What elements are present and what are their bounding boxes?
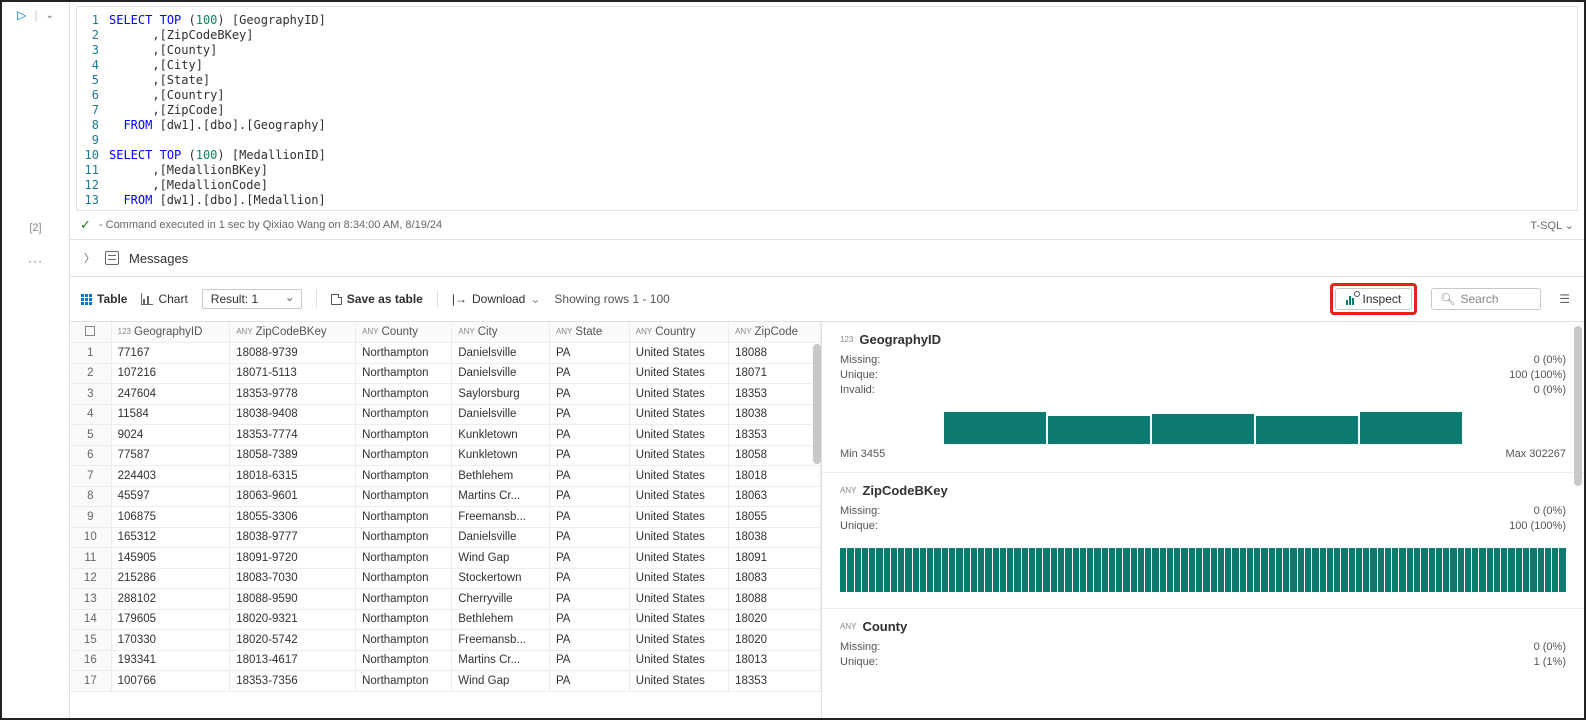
table-row[interactable]: 1016531218038-9777NorthamptonDanielsvill… bbox=[70, 527, 821, 548]
stat-row: Unique:100 (100%) bbox=[840, 519, 1566, 534]
column-header[interactable]: ANYZipCodeBKey bbox=[230, 322, 356, 343]
messages-header[interactable]: 〉 Messages bbox=[70, 239, 1584, 276]
histogram-zipcodebkey bbox=[840, 544, 1566, 592]
success-icon: ✓ bbox=[80, 217, 91, 233]
table-row[interactable]: 1619334118013-4617NorthamptonMartins Cr.… bbox=[70, 650, 821, 671]
table-row[interactable]: 84559718063-9601NorthamptonMartins Cr...… bbox=[70, 486, 821, 507]
gutter-divider: | bbox=[34, 8, 37, 22]
stat-row: Unique:100 (100%) bbox=[840, 368, 1566, 383]
toolbar-divider bbox=[316, 290, 317, 308]
table-row[interactable]: 1710076618353-7356NorthamptonWind GapPAU… bbox=[70, 671, 821, 692]
run-icon[interactable]: ▷ bbox=[17, 8, 26, 22]
filter-icon[interactable]: ☰ bbox=[1555, 288, 1574, 310]
table-row[interactable]: 1328810218088-9590NorthamptonCherryville… bbox=[70, 589, 821, 610]
inspect-card-geographyid: 123GeographyID Missing:0 (0%)Unique:100 … bbox=[822, 322, 1584, 473]
table-row[interactable]: 324760418353-9778NorthamptonSaylorsburgP… bbox=[70, 384, 821, 405]
results-toolbar: Table Chart Result: 1 Save as table |→ D… bbox=[70, 276, 1584, 322]
inspect-pane: 123GeographyID Missing:0 (0%)Unique:100 … bbox=[822, 322, 1584, 718]
table-row[interactable]: 1417960518020-9321NorthamptonBethlehemPA… bbox=[70, 609, 821, 630]
inspect-card-zipcodebkey: ANYZipCodeBKey Missing:0 (0%)Unique:100 … bbox=[822, 473, 1584, 609]
table-row[interactable]: 1517033018020-5742NorthamptonFreemansb..… bbox=[70, 630, 821, 651]
table-row[interactable]: 910687518055-3306NorthamptonFreemansb...… bbox=[70, 507, 821, 528]
code-editor[interactable]: 12345678910111213 SELECT TOP (100) [Geog… bbox=[76, 6, 1578, 211]
status-text: - Command executed in 1 sec by Qixiao Wa… bbox=[99, 219, 442, 231]
column-header[interactable]: ANYCity bbox=[452, 322, 550, 343]
stat-row: Unique:1 (1%) bbox=[840, 655, 1566, 670]
table-row[interactable]: 41158418038-9408NorthamptonDanielsvilleP… bbox=[70, 404, 821, 425]
inspect-button[interactable]: Inspect bbox=[1335, 288, 1413, 310]
inspect-icon bbox=[1346, 293, 1358, 305]
messages-label: Messages bbox=[129, 251, 188, 266]
save-as-table-button[interactable]: Save as table bbox=[331, 292, 423, 306]
result-select[interactable]: Result: 1 bbox=[202, 289, 302, 309]
row-header-corner bbox=[70, 322, 111, 343]
chevron-right-icon: 〉 bbox=[84, 250, 95, 266]
search-icon: 🔍︎ bbox=[1440, 292, 1455, 306]
table-row[interactable]: 67758718058-7389NorthamptonKunkletownPAU… bbox=[70, 445, 821, 466]
column-header[interactable]: ANYCountry bbox=[629, 322, 728, 343]
search-input[interactable]: 🔍︎ Search bbox=[1431, 288, 1541, 310]
line-numbers: 12345678910111213 bbox=[77, 13, 109, 208]
download-icon: |→ bbox=[452, 292, 467, 306]
table-row[interactable]: 17716718088-9739NorthamptonDanielsvilleP… bbox=[70, 343, 821, 364]
code-content[interactable]: SELECT TOP (100) [GeographyID] ,[ZipCode… bbox=[109, 13, 1577, 208]
table-scrollbar[interactable] bbox=[813, 344, 821, 464]
column-header[interactable]: ANYState bbox=[549, 322, 629, 343]
column-header[interactable]: ANYCounty bbox=[356, 322, 452, 343]
stat-row: Missing:0 (0%) bbox=[840, 640, 1566, 655]
stat-row: Invalid:0 (0%) bbox=[840, 383, 1566, 398]
table-row[interactable]: 1114590518091-9720NorthamptonWind GapPAU… bbox=[70, 548, 821, 569]
stat-row: Missing:0 (0%) bbox=[840, 353, 1566, 368]
column-header[interactable]: ANYZipCode bbox=[729, 322, 821, 343]
run-dropdown-icon[interactable]: ⌄ bbox=[45, 10, 53, 21]
language-label[interactable]: T-SQL ⌄ bbox=[1530, 219, 1574, 232]
download-button[interactable]: |→ Download ⌄ bbox=[452, 292, 541, 306]
histogram-geographyid bbox=[840, 408, 1566, 444]
more-icon[interactable]: ··· bbox=[28, 254, 43, 268]
results-table-pane: 123GeographyIDANYZipCodeBKeyANYCountyANY… bbox=[70, 322, 822, 718]
inspect-scrollbar[interactable] bbox=[1574, 326, 1582, 486]
stat-row: Missing:0 (0%) bbox=[840, 504, 1566, 519]
status-bar: ✓ - Command executed in 1 sec by Qixiao … bbox=[70, 211, 1584, 239]
toolbar-divider bbox=[437, 290, 438, 308]
inspect-highlight: Inspect bbox=[1330, 283, 1418, 315]
view-table-button[interactable]: Table bbox=[80, 292, 127, 306]
messages-icon bbox=[105, 251, 119, 265]
column-header[interactable]: 123GeographyID bbox=[111, 322, 230, 343]
table-row[interactable]: 5902418353-7774NorthamptonKunkletownPAUn… bbox=[70, 425, 821, 446]
table-row[interactable]: 722440318018-6315NorthamptonBethlehemPAU… bbox=[70, 466, 821, 487]
table-row[interactable]: 1221528618083-7030NorthamptonStockertown… bbox=[70, 568, 821, 589]
inspect-card-county: ANYCounty Missing:0 (0%)Unique:1 (1%) bbox=[822, 609, 1584, 682]
row-count-label: Showing rows 1 - 100 bbox=[554, 292, 669, 306]
table-row[interactable]: 210721618071-5113NorthamptonDanielsville… bbox=[70, 363, 821, 384]
chart-icon bbox=[141, 293, 153, 305]
editor-gutter: ▷ | ⌄ [2] ··· bbox=[2, 2, 70, 718]
results-table[interactable]: 123GeographyIDANYZipCodeBKeyANYCountyANY… bbox=[70, 322, 821, 692]
table-icon bbox=[80, 293, 92, 305]
cell-index-label: [2] bbox=[29, 222, 41, 234]
view-chart-button[interactable]: Chart bbox=[141, 292, 187, 306]
save-icon bbox=[331, 294, 342, 305]
